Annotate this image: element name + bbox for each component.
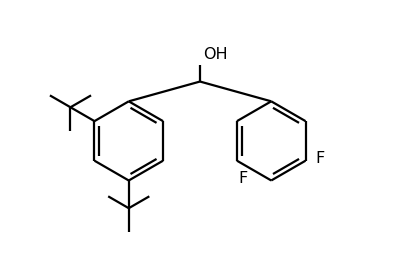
Text: OH: OH (203, 47, 228, 62)
Text: F: F (238, 171, 248, 185)
Text: F: F (316, 151, 325, 166)
